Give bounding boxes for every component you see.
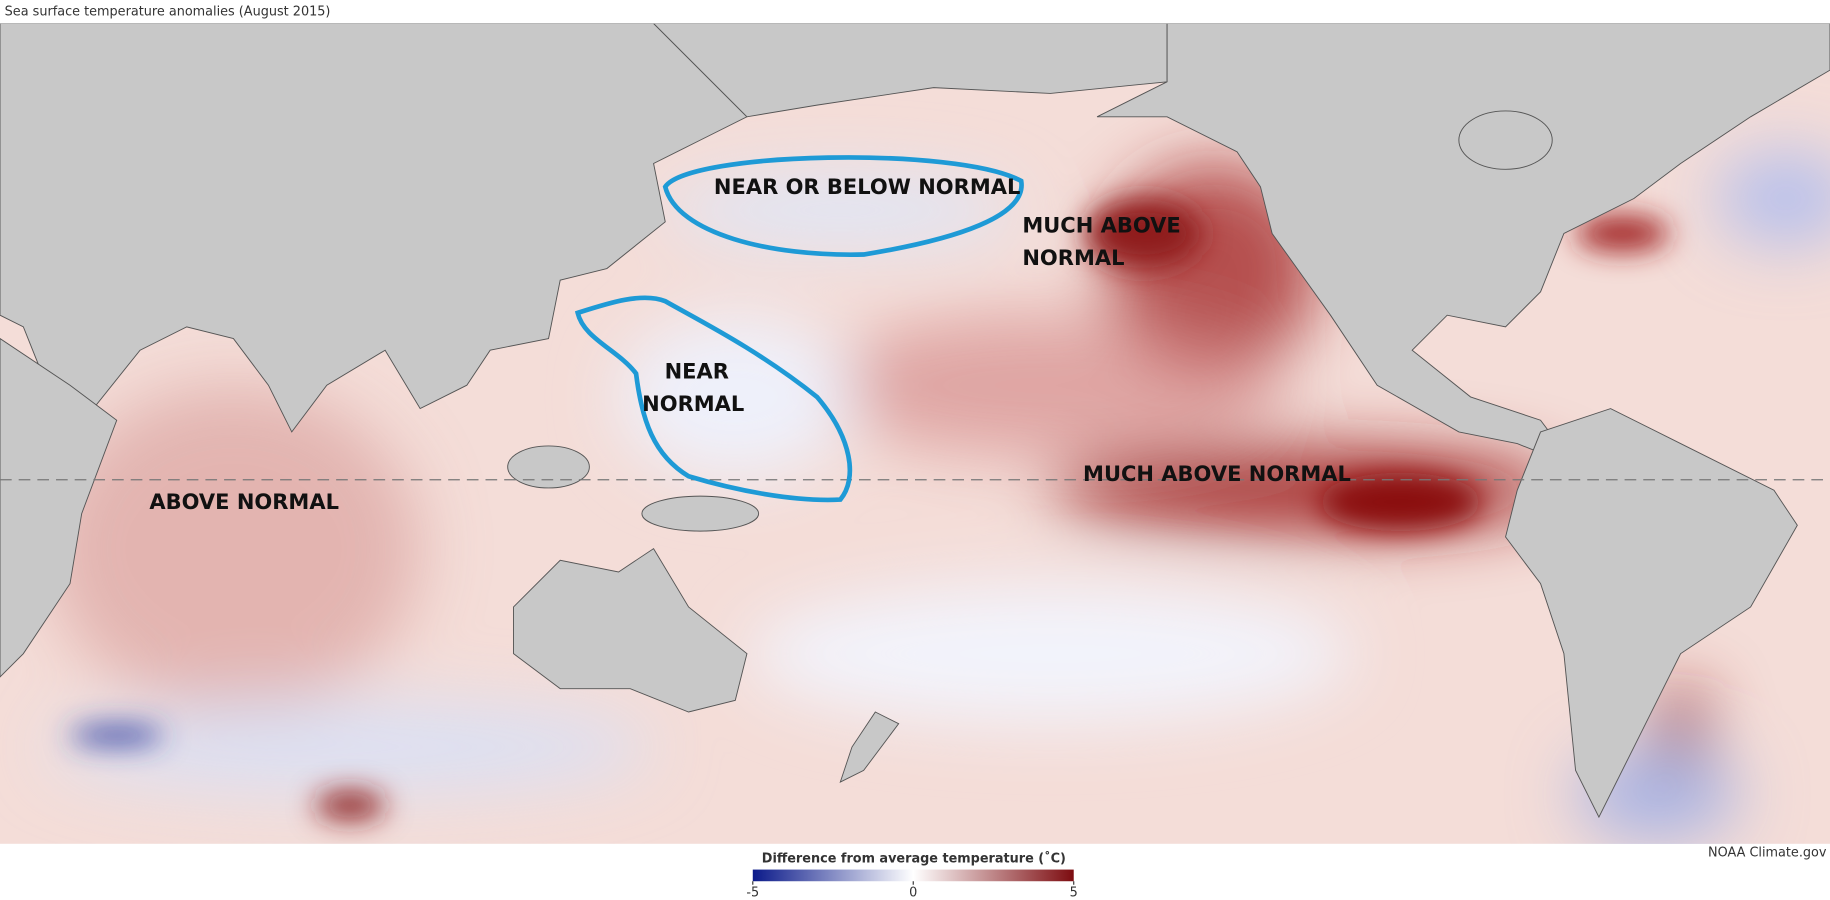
anomaly-field <box>46 151 1830 841</box>
legend: -5 0 5 <box>746 869 1078 900</box>
anomaly-detail <box>70 198 1669 820</box>
annotation: NEAR <box>665 359 729 383</box>
tick-label: -5 <box>746 885 759 900</box>
land <box>1505 408 1798 819</box>
tick-label: 0 <box>909 885 917 900</box>
land <box>0 337 118 678</box>
title: Sea surface temperature anomalies (Augus… <box>5 4 331 19</box>
annotation: NORMAL <box>1022 246 1124 270</box>
tick-label: 5 <box>1070 885 1078 900</box>
land <box>513 547 748 713</box>
annotations: NEAR OR BELOW NORMAL MUCH ABOVE NORMAL N… <box>149 175 1351 514</box>
map <box>0 23 1830 844</box>
land <box>1096 23 1830 468</box>
land <box>507 445 590 489</box>
annotation: MUCH ABOVE <box>1022 214 1180 238</box>
land <box>839 711 900 783</box>
annotation: ABOVE NORMAL <box>149 490 339 514</box>
region-outline <box>662 155 1024 257</box>
land <box>641 495 760 532</box>
annotation: MUCH ABOVE NORMAL <box>1083 462 1351 486</box>
region-outline <box>574 295 853 503</box>
colorbar <box>752 869 1074 882</box>
credit: NOAA Climate.gov <box>1708 846 1827 861</box>
land <box>1458 110 1553 170</box>
legend-title: Difference from average temperature (˚C) <box>762 851 1066 867</box>
annotation: NORMAL <box>642 392 744 416</box>
annotation: NEAR OR BELOW NORMAL <box>714 175 1020 199</box>
